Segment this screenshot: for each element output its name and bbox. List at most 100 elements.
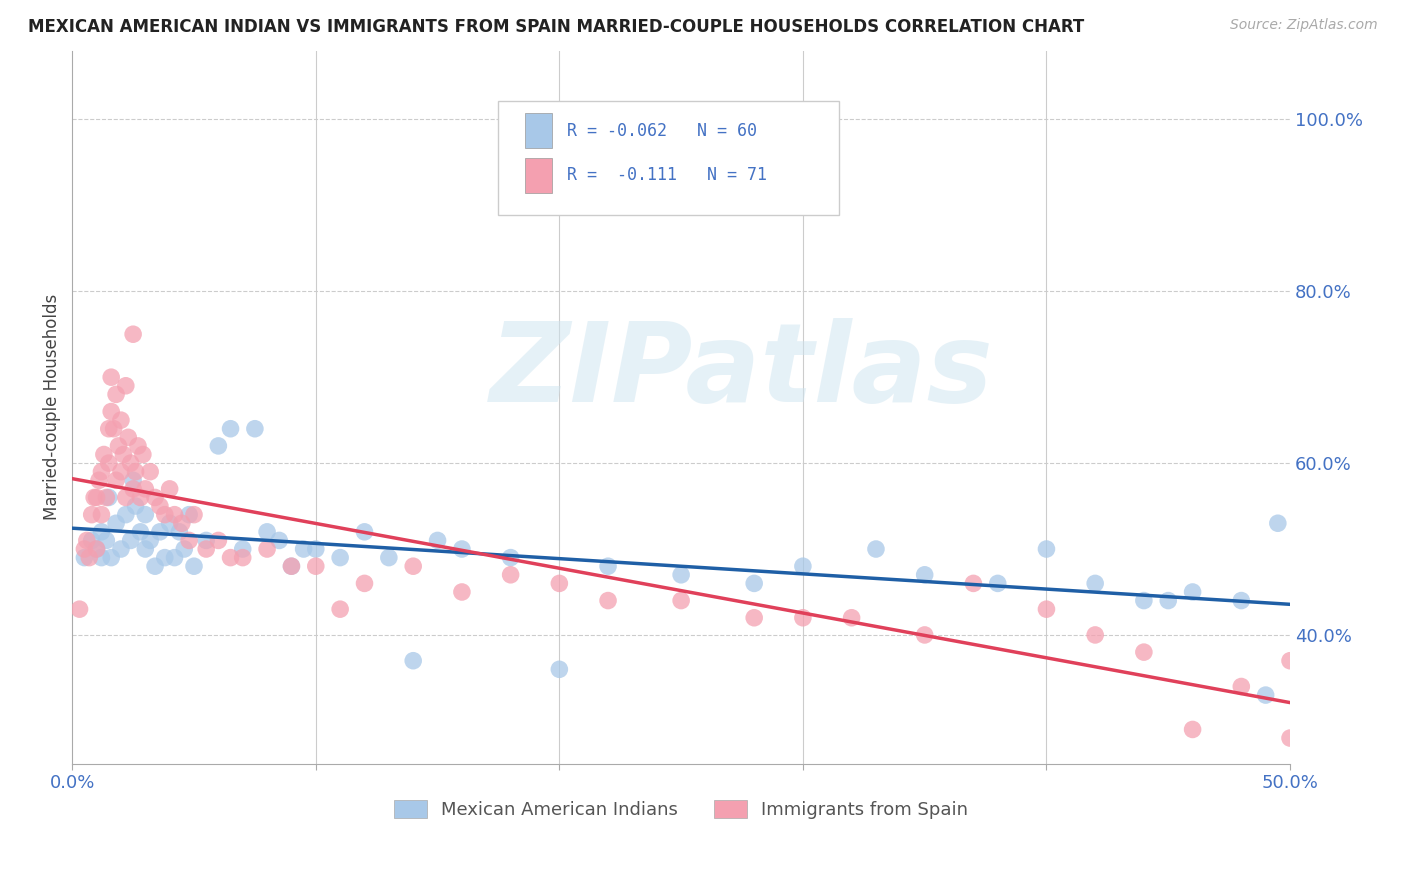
Point <box>120 456 142 470</box>
Point <box>305 541 328 556</box>
Point <box>134 541 156 556</box>
Point <box>243 422 266 436</box>
Point <box>669 593 692 607</box>
Point <box>914 628 936 642</box>
FancyBboxPatch shape <box>526 159 553 193</box>
Point <box>114 508 136 522</box>
Point <box>90 524 112 539</box>
Point <box>134 508 156 522</box>
Point <box>269 533 291 548</box>
Point <box>90 465 112 479</box>
Point <box>159 482 181 496</box>
Point <box>105 473 128 487</box>
Text: R =  -0.111   N = 71: R = -0.111 N = 71 <box>567 167 766 185</box>
Point <box>1035 602 1057 616</box>
Point <box>1035 541 1057 556</box>
Point <box>73 541 96 556</box>
Point <box>90 508 112 522</box>
Point <box>353 576 375 591</box>
Point <box>105 516 128 531</box>
Point <box>548 576 571 591</box>
Point <box>153 550 176 565</box>
Point <box>792 559 814 574</box>
Point <box>100 370 122 384</box>
Point <box>219 422 242 436</box>
Point <box>153 508 176 522</box>
Point <box>1267 516 1289 531</box>
Point <box>117 430 139 444</box>
Point <box>122 327 145 342</box>
Point <box>120 533 142 548</box>
Point <box>80 508 103 522</box>
Point <box>103 422 125 436</box>
Point <box>742 576 765 591</box>
Point <box>1181 585 1204 599</box>
Point <box>256 524 278 539</box>
Point <box>865 541 887 556</box>
Point <box>163 550 186 565</box>
Point <box>100 550 122 565</box>
Point <box>426 533 449 548</box>
Point <box>1181 723 1204 737</box>
Point <box>69 602 91 616</box>
Point <box>1133 645 1156 659</box>
Point <box>114 491 136 505</box>
Point <box>97 491 120 505</box>
FancyBboxPatch shape <box>526 113 553 148</box>
Point <box>207 533 229 548</box>
Point <box>143 559 166 574</box>
Point <box>742 611 765 625</box>
Point <box>86 541 108 556</box>
Point <box>1254 688 1277 702</box>
Point <box>129 524 152 539</box>
Point <box>129 491 152 505</box>
Point <box>219 550 242 565</box>
Point <box>159 516 181 531</box>
Point <box>173 541 195 556</box>
Point <box>139 465 162 479</box>
Point <box>1230 680 1253 694</box>
Legend: Mexican American Indians, Immigrants from Spain: Mexican American Indians, Immigrants fro… <box>387 792 976 826</box>
Point <box>96 491 118 505</box>
Point <box>179 508 201 522</box>
Point <box>232 550 254 565</box>
Point <box>1157 593 1180 607</box>
Point <box>451 585 474 599</box>
Point <box>499 550 522 565</box>
Point <box>962 576 984 591</box>
Text: MEXICAN AMERICAN INDIAN VS IMMIGRANTS FROM SPAIN MARRIED-COUPLE HOUSEHOLDS CORRE: MEXICAN AMERICAN INDIAN VS IMMIGRANTS FR… <box>28 18 1084 36</box>
Point <box>195 533 218 548</box>
Point <box>183 559 205 574</box>
Point <box>207 439 229 453</box>
Point <box>87 473 110 487</box>
Point <box>402 559 425 574</box>
Point <box>195 541 218 556</box>
Point <box>329 550 352 565</box>
Point <box>124 465 146 479</box>
Point <box>170 516 193 531</box>
Point <box>114 378 136 392</box>
Point <box>914 567 936 582</box>
Point <box>179 533 201 548</box>
Point <box>90 550 112 565</box>
Point <box>596 593 619 607</box>
Point <box>329 602 352 616</box>
Point <box>96 533 118 548</box>
Point <box>134 482 156 496</box>
Point <box>100 404 122 418</box>
Point <box>105 387 128 401</box>
Point <box>139 533 162 548</box>
Point <box>1084 628 1107 642</box>
Point <box>143 491 166 505</box>
Point <box>76 533 98 548</box>
Point <box>112 448 135 462</box>
Point <box>110 541 132 556</box>
Point <box>841 611 863 625</box>
Point <box>305 559 328 574</box>
Point <box>499 567 522 582</box>
Point <box>93 448 115 462</box>
Point <box>596 559 619 574</box>
Point <box>122 473 145 487</box>
Point <box>1279 654 1302 668</box>
Text: Source: ZipAtlas.com: Source: ZipAtlas.com <box>1230 18 1378 32</box>
